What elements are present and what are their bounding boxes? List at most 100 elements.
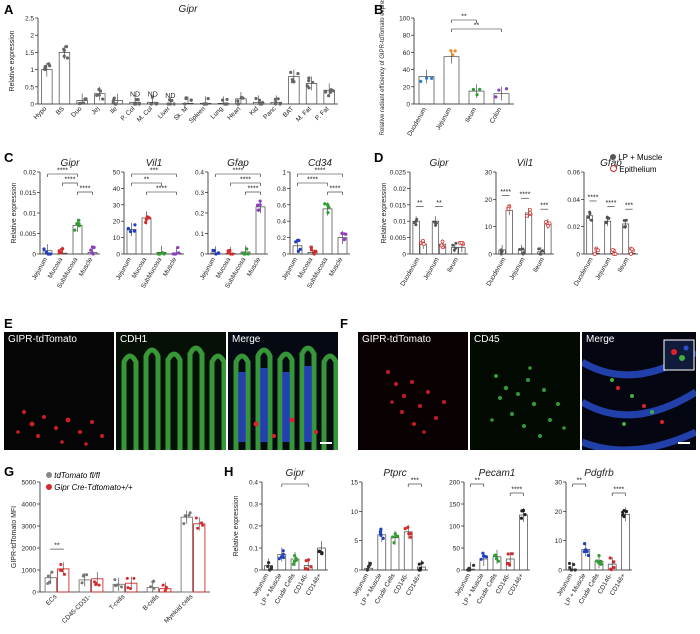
bar bbox=[255, 206, 266, 255]
data-point bbox=[499, 250, 503, 254]
significance-label: **** bbox=[315, 168, 326, 175]
x-tick-label: P. Col bbox=[120, 105, 137, 122]
data-point bbox=[182, 522, 186, 526]
x-tick-label: Muscle bbox=[162, 256, 179, 278]
chart-title: Pecam1 bbox=[479, 468, 516, 479]
y-tick-label: 0.3 bbox=[195, 190, 204, 197]
data-point bbox=[506, 561, 510, 566]
data-point bbox=[258, 102, 262, 106]
data-point bbox=[309, 565, 313, 569]
significance-label: *** bbox=[540, 203, 548, 210]
data-point bbox=[154, 102, 158, 106]
data-point bbox=[44, 250, 48, 254]
y-tick-label: 0.005 bbox=[20, 231, 37, 238]
significance-label: ** bbox=[576, 478, 582, 485]
data-point bbox=[194, 516, 198, 520]
data-point bbox=[84, 97, 88, 101]
y-tick-label: 0.3 bbox=[249, 502, 258, 509]
data-point bbox=[622, 219, 626, 223]
y-axis-label: Relative expression bbox=[11, 182, 18, 243]
data-point bbox=[119, 585, 123, 589]
data-point bbox=[567, 561, 572, 566]
data-point bbox=[64, 45, 69, 49]
data-point bbox=[276, 97, 280, 101]
data-point bbox=[125, 576, 129, 580]
data-point bbox=[126, 226, 130, 231]
data-point bbox=[430, 76, 434, 80]
y-tick-label: 20 bbox=[403, 84, 411, 91]
y-tick-label: 20 bbox=[485, 197, 493, 204]
significance-label: ** bbox=[417, 200, 423, 207]
panel-letter-g: G bbox=[4, 464, 15, 479]
y-tick-label: 60 bbox=[403, 50, 411, 57]
data-point bbox=[612, 565, 616, 570]
bar bbox=[505, 209, 513, 255]
panel-letter-b: B bbox=[374, 2, 384, 17]
data-point bbox=[306, 567, 310, 571]
data-point bbox=[365, 568, 369, 572]
significance-label: **** bbox=[588, 194, 599, 201]
data-point bbox=[523, 513, 527, 517]
data-point bbox=[421, 242, 426, 247]
x-tick-label: Ile bbox=[109, 105, 119, 115]
data-point bbox=[236, 102, 240, 106]
data-point bbox=[414, 223, 418, 227]
data-point bbox=[90, 245, 95, 249]
data-point bbox=[421, 238, 425, 243]
data-point bbox=[586, 215, 590, 219]
data-point bbox=[599, 559, 603, 563]
data-point bbox=[586, 553, 590, 557]
legend-dot-epithelium bbox=[610, 165, 617, 172]
data-point bbox=[451, 243, 455, 247]
y-tick-label: 150 bbox=[449, 502, 460, 509]
data-point bbox=[126, 586, 130, 590]
data-point bbox=[439, 243, 444, 248]
y-tick-label: 0.2 bbox=[249, 524, 258, 531]
data-point bbox=[309, 248, 314, 252]
data-point bbox=[622, 509, 626, 513]
data-point bbox=[547, 221, 552, 226]
data-point bbox=[147, 216, 151, 220]
data-point bbox=[59, 251, 63, 255]
y-tick-label: 100 bbox=[399, 16, 410, 23]
y-tick-label: 200 bbox=[449, 480, 460, 487]
y-tick-label: 0.2 bbox=[277, 235, 286, 242]
y-tick-label: 0.025 bbox=[390, 170, 407, 177]
data-point bbox=[629, 252, 633, 256]
data-point bbox=[128, 586, 132, 590]
y-tick-label: 10 bbox=[555, 538, 563, 545]
significance-label: **** bbox=[156, 186, 167, 193]
data-point bbox=[225, 97, 229, 102]
significance-label: *** bbox=[625, 203, 633, 210]
data-point bbox=[424, 76, 429, 80]
x-tick-label: Muscle bbox=[328, 256, 345, 278]
data-point bbox=[482, 554, 487, 558]
legend-dot-gipr-cre bbox=[46, 484, 52, 490]
data-point bbox=[506, 207, 511, 211]
data-point bbox=[278, 102, 282, 106]
data-point bbox=[451, 53, 455, 57]
micrograph-f-merge: Merge bbox=[582, 332, 696, 450]
data-point bbox=[289, 70, 293, 74]
y-tick-label: 0.5 bbox=[25, 84, 34, 91]
micrograph-e-label-3: Merge bbox=[232, 334, 261, 345]
micrograph-f-cd45-signal bbox=[490, 366, 566, 438]
data-point bbox=[528, 207, 532, 212]
data-point bbox=[48, 64, 52, 68]
data-point bbox=[80, 581, 84, 585]
y-tick-label: 15 bbox=[351, 480, 359, 487]
data-point bbox=[481, 551, 485, 555]
data-point bbox=[392, 541, 396, 545]
y-axis-label: Relative expression bbox=[233, 495, 240, 556]
chart-title: Gfap bbox=[600, 158, 622, 169]
significance-label: ** bbox=[436, 200, 442, 207]
x-tick-label: Jejunum bbox=[31, 257, 49, 282]
panel-letter-e: E bbox=[4, 316, 13, 331]
legend-dot-lp-muscle bbox=[610, 154, 616, 160]
data-point bbox=[518, 247, 522, 251]
panel-letter-h: H bbox=[224, 464, 234, 479]
data-point bbox=[409, 532, 413, 536]
data-point bbox=[62, 572, 66, 576]
y-tick-label: 0.02 bbox=[23, 170, 36, 177]
legend-label-tdtomato: tdTomato fl/fl bbox=[54, 471, 100, 480]
